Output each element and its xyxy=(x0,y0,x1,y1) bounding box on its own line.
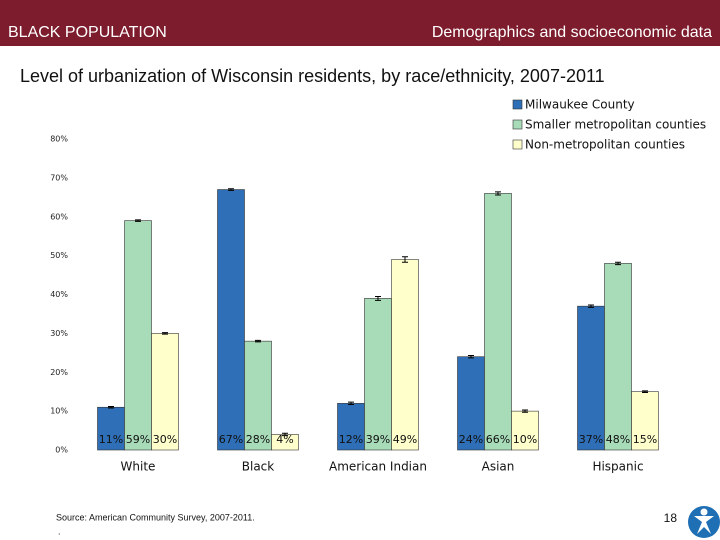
error-bar xyxy=(255,339,261,343)
value-label: 49% xyxy=(393,433,417,446)
legend-swatch xyxy=(512,139,523,150)
y-tick-label: 20% xyxy=(50,368,68,377)
y-tick-label: 80% xyxy=(50,135,68,144)
x-tick-label: Hispanic xyxy=(592,460,643,474)
bar xyxy=(604,263,632,451)
value-label: 66% xyxy=(486,433,510,446)
bar xyxy=(631,391,659,451)
bar xyxy=(217,189,245,451)
bar xyxy=(364,298,392,451)
error-bar xyxy=(615,261,621,266)
y-tick-label: 40% xyxy=(50,290,68,299)
logo xyxy=(688,506,720,538)
value-label: 37% xyxy=(579,433,603,446)
chart-title: Level of urbanization of Wisconsin resid… xyxy=(20,66,605,86)
value-label: 10% xyxy=(513,433,537,446)
bar xyxy=(511,410,539,451)
value-label: 59% xyxy=(126,433,150,446)
header-bar xyxy=(0,0,720,46)
error-bar xyxy=(522,409,528,413)
y-tick-label: 70% xyxy=(50,173,68,182)
legend-label: Non-metropolitan counties xyxy=(525,138,685,152)
value-label: 67% xyxy=(219,433,243,446)
y-tick-label: 50% xyxy=(50,251,68,260)
x-tick-label: Asian xyxy=(482,460,515,474)
value-label: 12% xyxy=(339,433,363,446)
page-number: 18 xyxy=(664,511,678,525)
y-tick-label: 10% xyxy=(50,407,68,416)
legend-swatch xyxy=(512,119,523,130)
x-tick-label: American Indian xyxy=(329,460,427,474)
source: Source: American Community Survey, 2007-… xyxy=(56,512,255,522)
y-tick-label: 0% xyxy=(55,446,68,455)
error-bar xyxy=(402,256,408,263)
bar xyxy=(244,340,272,451)
error-bar xyxy=(162,332,168,335)
bar xyxy=(337,403,365,451)
header-right: Demographics and socioeconomic data xyxy=(432,24,712,41)
error-bar xyxy=(108,405,114,409)
y-tick-label: 30% xyxy=(50,329,68,338)
error-bar xyxy=(642,390,648,393)
value-label: 28% xyxy=(246,433,270,446)
bar xyxy=(484,193,512,451)
bar xyxy=(391,259,419,451)
error-bar xyxy=(468,355,474,359)
y-tick-label: 60% xyxy=(50,212,68,221)
error-bar xyxy=(348,401,354,406)
error-bar xyxy=(282,432,288,437)
legend-swatch xyxy=(512,99,523,110)
bar xyxy=(457,356,485,451)
value-label: 48% xyxy=(606,433,630,446)
bar xyxy=(124,220,152,451)
bar xyxy=(151,333,179,451)
bar xyxy=(577,305,605,451)
value-label: 4% xyxy=(276,433,293,446)
value-label: 24% xyxy=(459,433,483,446)
x-tick-label: White xyxy=(121,460,156,474)
x-tick-label: Black xyxy=(242,460,275,474)
error-bar xyxy=(588,304,594,308)
error-bar xyxy=(135,219,141,222)
error-bar xyxy=(375,295,381,301)
value-label: 11% xyxy=(99,433,123,446)
legend-label: Milwaukee County xyxy=(525,98,635,112)
value-label: 39% xyxy=(366,433,390,446)
header-left: BLACK POPULATION xyxy=(8,24,167,41)
error-bar xyxy=(495,191,501,196)
error-bar xyxy=(228,188,234,191)
value-label: 30% xyxy=(153,433,177,446)
value-label: 15% xyxy=(633,433,657,446)
note: . xyxy=(58,526,61,536)
legend-label: Smaller metropolitan counties xyxy=(525,118,706,132)
